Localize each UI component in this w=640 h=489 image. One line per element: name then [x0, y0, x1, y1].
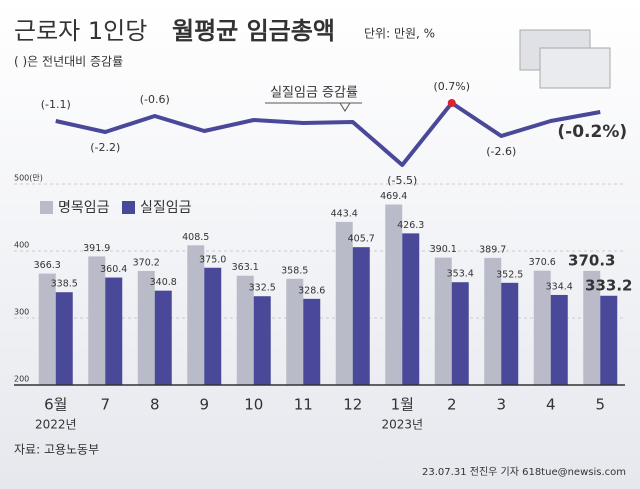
- bar-value-label: 370.3: [568, 251, 615, 269]
- bar-value-label: 469.4: [380, 191, 407, 202]
- line-label: 실질임금 증감률: [270, 86, 358, 101]
- x-tick-label: 6월: [44, 396, 67, 414]
- bar: [484, 257, 502, 385]
- line-label-callout: [265, 102, 362, 112]
- x-tick-label: 5: [595, 396, 605, 414]
- bar-value-label: 334.4: [546, 281, 573, 292]
- subtitle: ( )은 전년대비 증감률: [14, 55, 123, 69]
- chart-title: 근로자 1인당: [14, 17, 147, 45]
- bar: [335, 221, 353, 385]
- bar-value-label: 370.6: [529, 257, 556, 268]
- bar: [352, 247, 370, 385]
- bar: [402, 233, 420, 385]
- x-tick-label: 11: [294, 396, 313, 414]
- bar-value-label: 366.3: [34, 260, 61, 271]
- bar: [533, 270, 551, 385]
- x-tick-label: 10: [244, 396, 263, 414]
- bar-value-label: 405.7: [348, 234, 375, 245]
- growth-point: [447, 99, 456, 107]
- bar-value-label: 391.9: [83, 243, 110, 254]
- x-tick-label: 2: [447, 396, 457, 414]
- unit-label: 단위: 만원, %: [364, 27, 435, 41]
- bar-value-label: 360.4: [100, 264, 127, 275]
- bar: [600, 295, 618, 385]
- bar-value-label: 363.1: [232, 262, 259, 273]
- source: 자료: 고용노동부: [14, 443, 99, 457]
- growth-value-label: (-0.2%): [557, 122, 627, 142]
- growth-value-label: (-2.2): [90, 141, 120, 154]
- legend-swatch: [122, 201, 135, 214]
- year-label: 2023년: [381, 418, 423, 432]
- y-tick-label: 300: [14, 308, 29, 317]
- growth-value-label: (-0.6): [140, 93, 170, 106]
- credit: 23.07.31 전진우 기자 618tue@newsis.com: [422, 466, 626, 478]
- x-tick-label: 3: [496, 396, 506, 414]
- bar-value-label: 328.6: [298, 285, 325, 296]
- y-tick-label: 400: [14, 241, 29, 250]
- growth-value-label: (0.7%): [433, 80, 470, 93]
- y-tick-label: 500(만): [14, 174, 43, 183]
- bar: [88, 256, 106, 385]
- x-tick-label: 12: [343, 396, 362, 414]
- money-icon: [519, 29, 611, 89]
- bar: [187, 245, 205, 385]
- bar-value-label: 358.5: [281, 265, 308, 276]
- bar-value-label: 370.2: [133, 257, 160, 268]
- legend-label: 명목임금: [58, 200, 110, 216]
- bar-value-label: 333.2: [585, 276, 632, 294]
- growth-value-label: (-5.5): [387, 174, 417, 187]
- bar-value-label: 353.4: [447, 269, 474, 280]
- bar: [451, 282, 469, 385]
- bar: [236, 275, 254, 385]
- year-label: 2022년: [35, 418, 77, 432]
- bar: [38, 273, 56, 385]
- x-tick-label: 9: [199, 396, 209, 414]
- x-tick-label: 7: [100, 396, 110, 414]
- legend-swatch: [40, 201, 53, 214]
- chart-title-bold: 월평균 임금총액: [172, 17, 335, 45]
- x-tick-label: 1월: [391, 396, 414, 414]
- x-tick-label: 8: [150, 396, 160, 414]
- bar: [501, 282, 519, 385]
- bar: [303, 298, 321, 385]
- legend-label: 실질임금: [140, 200, 192, 216]
- x-tick-label: 4: [546, 396, 556, 414]
- bar-value-label: 426.3: [397, 220, 424, 231]
- bar-value-label: 408.5: [182, 232, 209, 243]
- bar: [434, 257, 452, 385]
- bar: [154, 290, 172, 385]
- bar-value-label: 338.5: [51, 279, 78, 290]
- bar: [204, 267, 222, 385]
- growth-value-label: (-1.1): [41, 98, 71, 111]
- y-tick-label: 200: [14, 375, 29, 384]
- bar: [55, 292, 73, 385]
- bar-value-label: 352.5: [496, 269, 523, 280]
- bar-value-label: 389.7: [479, 244, 506, 255]
- bar-value-label: 375.0: [199, 254, 226, 265]
- bar: [105, 277, 123, 385]
- bar-value-label: 332.5: [249, 283, 276, 294]
- bar: [286, 278, 304, 385]
- bar: [385, 204, 403, 385]
- bar: [583, 270, 601, 385]
- bar: [137, 270, 155, 385]
- bar: [253, 296, 271, 385]
- bar: [550, 294, 568, 385]
- growth-line: [55, 101, 601, 167]
- bar-value-label: 340.8: [150, 277, 177, 288]
- bar-value-label: 390.1: [430, 244, 457, 255]
- growth-value-label: (-2.6): [486, 145, 516, 158]
- bar-value-label: 443.4: [331, 208, 358, 219]
